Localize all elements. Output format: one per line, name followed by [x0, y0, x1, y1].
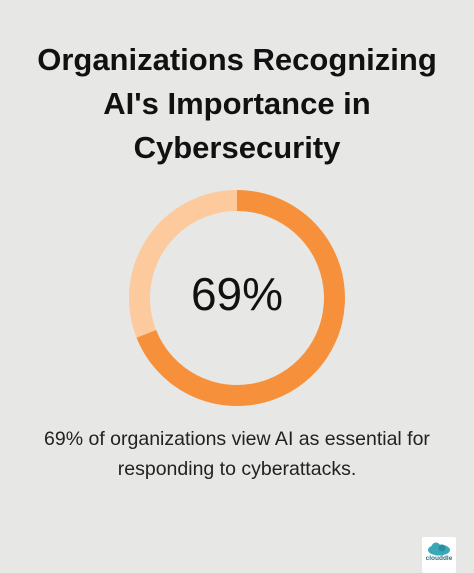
chart: 69% — [128, 190, 345, 406]
center-label: 69% — [191, 268, 283, 320]
logo: clouddle — [422, 537, 456, 573]
logo-icon — [428, 542, 450, 556]
donut-segment — [128, 190, 237, 338]
logo-text: clouddle — [425, 555, 453, 562]
caption: 69% of organizations view AI as essentia… — [44, 428, 430, 480]
chart-title: Organizations Recognizing AI's Importanc… — [37, 42, 437, 165]
